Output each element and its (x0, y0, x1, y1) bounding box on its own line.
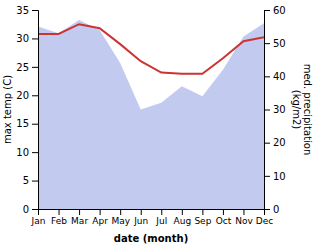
y2-tick: 60 (264, 5, 286, 16)
chart: JanFebMarAprMayJunJulAugSepOctNovDec0510… (0, 0, 318, 247)
tick-mark (79, 209, 80, 215)
tick-mark (264, 176, 270, 177)
tick-mark (141, 209, 142, 215)
tick-label: 25 (16, 62, 29, 73)
tick-mark (264, 143, 270, 144)
tick-label: Apr (92, 216, 108, 226)
y2-tick: 40 (264, 71, 286, 82)
tick-label: Jan (31, 216, 46, 226)
tick-mark (32, 124, 38, 125)
x-tick: Mar (71, 209, 88, 226)
title-line: (kg/m2) (291, 90, 302, 130)
tick-label: 15 (16, 118, 29, 129)
y2-axis-title: med. precipitation(kg/m2) (291, 64, 314, 156)
tick-label: Jul (155, 216, 167, 226)
y-tick: 20 (16, 90, 38, 101)
tick-mark (100, 209, 101, 215)
x-tick: Sep (194, 209, 211, 226)
tick-label: 20 (16, 90, 29, 101)
tick-label: 10 (273, 171, 286, 182)
line (38, 24, 264, 73)
tick-label: Nov (235, 216, 253, 226)
x-tick: Jun (133, 209, 148, 226)
tick-mark (264, 209, 270, 210)
x-tick: Feb (51, 209, 67, 226)
tick-label: 30 (273, 104, 286, 115)
tick-mark (32, 181, 38, 182)
y2-axis: 0 10 20 30 40 50 60 (264, 5, 286, 215)
tick-label: 0 (23, 204, 29, 215)
y-tick: 25 (16, 62, 38, 73)
title-line: med. precipitation (302, 64, 313, 156)
marks (38, 20, 264, 209)
x-tick: Jul (155, 209, 167, 226)
y-axis-title: max temp (C) (2, 75, 13, 144)
tick-label: 0 (273, 204, 279, 215)
tick-mark (120, 209, 121, 215)
y2-tick: 30 (264, 104, 286, 115)
tick-label: 5 (23, 175, 29, 186)
x-tick: Oct (216, 209, 232, 226)
tick-mark (32, 152, 38, 153)
tick-label: 50 (273, 38, 286, 49)
y2-tick: 10 (264, 171, 286, 182)
x-tick: Dec (256, 209, 273, 226)
plot: JanFebMarAprMayJunJulAugSepOctNovDec0510… (16, 5, 285, 227)
tick-mark (264, 110, 270, 111)
tick-mark (264, 43, 270, 44)
axis-line (265, 11, 271, 210)
y-axis: 0 5 10 15 20 25 30 35 (16, 5, 38, 215)
tick-mark (32, 10, 38, 11)
y-tick: 30 (16, 33, 38, 44)
y2-tick: 20 (264, 137, 286, 148)
tick-mark (264, 76, 270, 77)
area (38, 20, 264, 209)
x-tick: Nov (235, 209, 253, 226)
x-axis: Jan Feb Mar AprMayJun Jul AugSep OctNovDec (31, 209, 274, 226)
tick-mark (223, 209, 224, 215)
tick-label: 10 (16, 147, 29, 158)
y-tick: 0 (23, 204, 38, 215)
tick-label: Feb (51, 216, 67, 226)
tick-label: 35 (16, 5, 29, 16)
tick-label: Dec (256, 216, 273, 226)
tick-mark (32, 67, 38, 68)
tick-label: Oct (216, 216, 232, 226)
x-tick: May (111, 209, 130, 226)
tick-label: Aug (174, 216, 192, 226)
y-tick: 15 (16, 118, 38, 129)
tick-mark (32, 209, 38, 210)
x-tick: Apr (92, 209, 108, 226)
x-axis-title: date (month) (114, 233, 188, 244)
tick-label: May (111, 216, 130, 226)
y2-tick: 50 (264, 38, 286, 49)
axis-line (32, 11, 39, 210)
tick-label: 20 (273, 137, 286, 148)
tick-mark (32, 38, 38, 39)
y-tick: 5 (23, 175, 38, 186)
tick-label: 40 (273, 71, 286, 82)
tick-mark (32, 95, 38, 96)
tick-mark (264, 10, 270, 11)
tick-label: 60 (273, 5, 286, 16)
axis-line (39, 210, 265, 216)
tick-mark (202, 209, 203, 215)
y-tick: 10 (16, 147, 38, 158)
tick-mark (161, 209, 162, 215)
tick-label: Sep (194, 216, 211, 226)
tick-mark (59, 209, 60, 215)
x-tick: Aug (174, 209, 192, 226)
y2-tick: 0 (264, 204, 279, 215)
tick-mark (182, 209, 183, 215)
y-tick: 35 (16, 5, 38, 16)
tick-label: 30 (16, 33, 29, 44)
tick-mark (243, 209, 244, 215)
tick-label: Jun (133, 216, 148, 226)
tick-label: Mar (71, 216, 88, 226)
x-tick: Jan (31, 209, 46, 226)
